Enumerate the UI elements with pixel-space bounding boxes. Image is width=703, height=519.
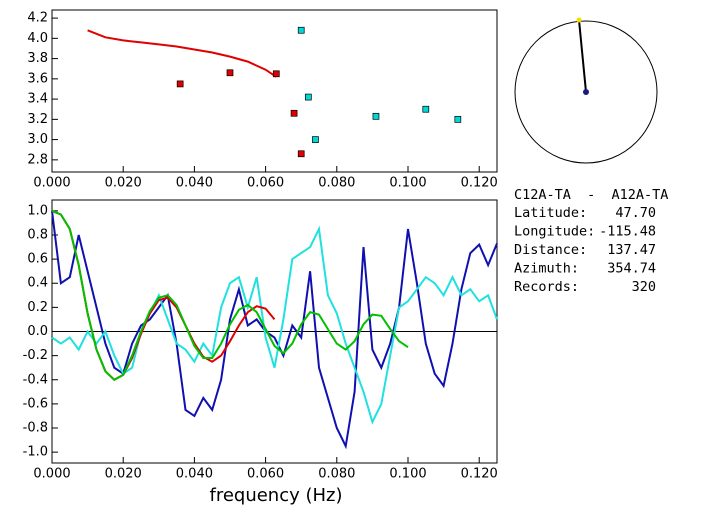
marker xyxy=(297,150,305,158)
pair-title: C12A-TA - A12A-TA xyxy=(514,187,668,203)
y-tick-label: 0.4 xyxy=(27,276,48,291)
marker xyxy=(226,69,234,77)
info-label: Longitude: xyxy=(514,224,595,240)
info-value: 354.74 xyxy=(607,261,656,277)
marker xyxy=(312,136,319,143)
marker xyxy=(304,93,312,101)
y-tick-label: 0.6 xyxy=(27,252,48,267)
info-label: Records: xyxy=(514,279,579,295)
fit-line xyxy=(87,29,277,78)
info-label: Latitude: xyxy=(514,205,587,221)
x-tick-label: 0.040 xyxy=(176,467,213,482)
x-tick-label: 0.000 xyxy=(33,467,70,482)
marker xyxy=(372,112,380,120)
y-tick-label: 0.0 xyxy=(27,324,48,339)
marker xyxy=(272,70,280,78)
azimuth-circle xyxy=(514,20,658,164)
x-tick-label: 0.080 xyxy=(318,467,355,482)
x-tick-label: 0.080 xyxy=(318,176,355,191)
info-value: 47.70 xyxy=(615,205,656,221)
y-tick-label: 3.8 xyxy=(27,51,48,66)
series-line xyxy=(51,225,498,425)
x-tick-label: 0.060 xyxy=(247,176,284,191)
info-value: 137.47 xyxy=(607,242,656,258)
y-tick-label: -1.0 xyxy=(23,445,48,460)
x-tick-label: 0.120 xyxy=(461,176,498,191)
x-tick-label: 0.100 xyxy=(389,176,426,191)
y-tick-label: 3.2 xyxy=(27,112,48,127)
y-tick-label: -0.2 xyxy=(23,348,48,363)
x-tick-label: 0.100 xyxy=(389,467,426,482)
marker xyxy=(290,109,298,117)
info-label: Azimuth: xyxy=(514,261,579,277)
series-line xyxy=(51,209,409,382)
plot-frame xyxy=(51,9,498,173)
marker xyxy=(176,80,184,88)
info-value: 320 xyxy=(632,279,656,295)
y-tick-label: -0.8 xyxy=(23,421,48,436)
station-dot xyxy=(583,89,589,95)
y-tick-label: 3.0 xyxy=(27,132,48,147)
x-axis-label: frequency (Hz) xyxy=(209,485,342,506)
y-tick-label: 3.4 xyxy=(27,92,48,107)
x-tick-label: 0.040 xyxy=(176,176,213,191)
y-tick-label: 4.2 xyxy=(27,11,48,26)
y-tick-label: 0.2 xyxy=(27,300,48,315)
azimuth-needle xyxy=(578,19,587,93)
marker xyxy=(422,105,430,113)
series-line xyxy=(51,210,498,450)
y-tick-label: -0.4 xyxy=(23,372,48,387)
x-tick-label: 0.000 xyxy=(33,176,70,191)
info-value: -115.48 xyxy=(599,224,656,240)
y-tick-label: 1.0 xyxy=(27,203,48,218)
x-tick-label: 0.060 xyxy=(247,467,284,482)
x-tick-label: 0.120 xyxy=(461,467,498,482)
marker xyxy=(297,26,305,34)
y-tick-label: 4.0 xyxy=(27,31,48,46)
marker xyxy=(454,115,462,123)
y-tick-label: -0.6 xyxy=(23,396,48,411)
y-tick-label: 2.8 xyxy=(27,152,48,167)
source-dot xyxy=(576,17,582,23)
x-tick-label: 0.020 xyxy=(105,176,142,191)
x-tick-label: 0.020 xyxy=(105,467,142,482)
y-tick-label: 3.6 xyxy=(27,71,48,86)
y-tick-label: 0.8 xyxy=(27,227,48,242)
info-label: Distance: xyxy=(514,242,587,258)
